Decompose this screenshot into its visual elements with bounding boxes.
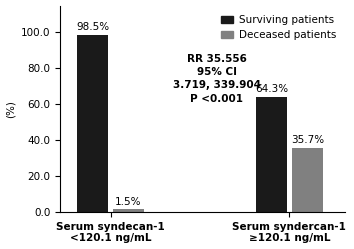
Text: RR 35.556
95% CI
3.719, 339.904
P <0.001: RR 35.556 95% CI 3.719, 339.904 P <0.001 <box>173 54 261 104</box>
Text: 35.7%: 35.7% <box>291 135 324 145</box>
Bar <box>77 35 108 212</box>
Text: 98.5%: 98.5% <box>76 22 109 33</box>
Bar <box>256 97 287 212</box>
Legend: Surviving patients, Deceased patients: Surviving patients, Deceased patients <box>217 11 340 44</box>
Bar <box>292 148 323 212</box>
Bar <box>113 209 144 212</box>
Y-axis label: (%): (%) <box>6 100 16 118</box>
Text: 64.3%: 64.3% <box>255 84 288 94</box>
Text: 1.5%: 1.5% <box>115 197 142 207</box>
